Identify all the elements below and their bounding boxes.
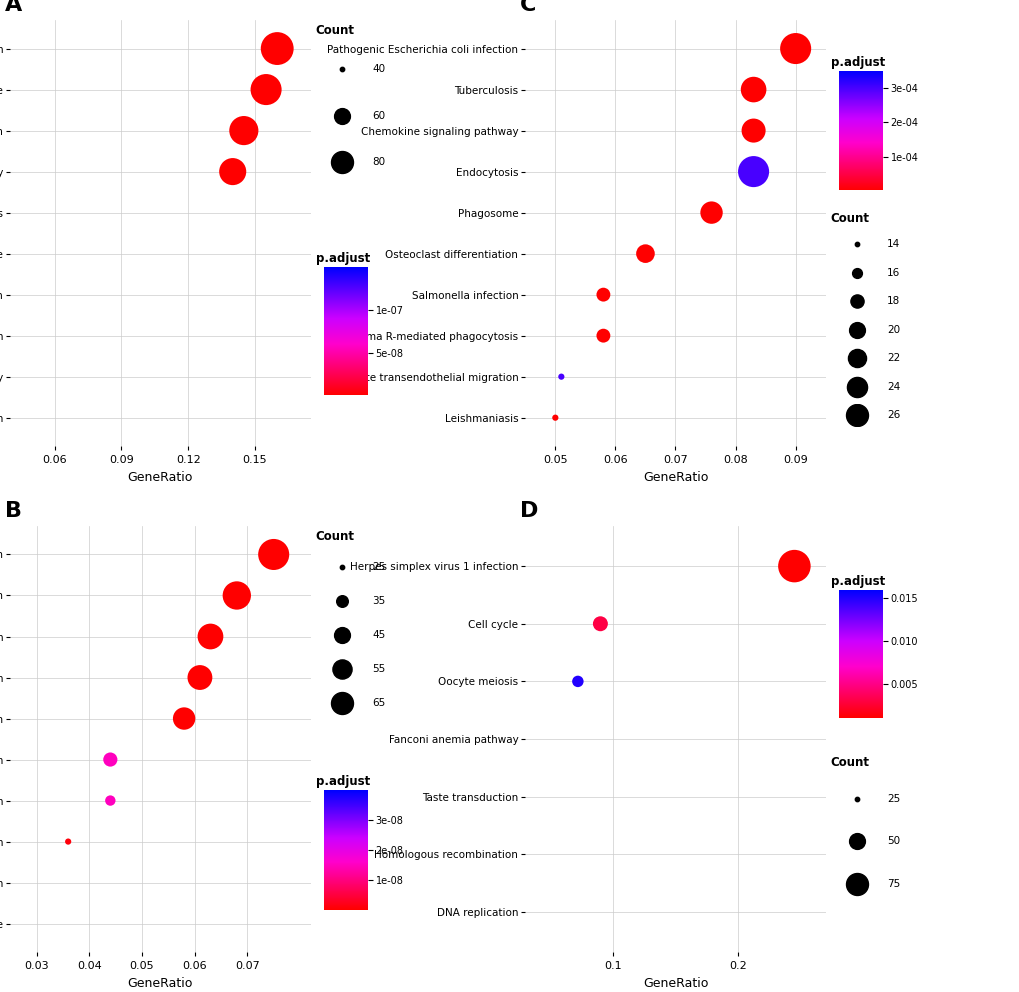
Point [848, 379, 864, 395]
Point [570, 674, 586, 689]
Text: 40: 40 [372, 64, 385, 74]
X-axis label: GeneRatio: GeneRatio [127, 471, 193, 484]
Text: Count: Count [830, 211, 869, 224]
Text: D: D [520, 501, 538, 521]
Text: 25: 25 [887, 794, 900, 804]
Text: 22: 22 [887, 353, 900, 363]
Text: 18: 18 [887, 297, 900, 307]
Text: 25: 25 [372, 561, 385, 571]
Point [102, 752, 118, 768]
Point [333, 695, 350, 711]
Text: Count: Count [316, 530, 355, 543]
Point [786, 558, 802, 574]
Point [745, 81, 761, 97]
Point [745, 123, 761, 139]
Point [560, 731, 577, 747]
Text: p.adjust: p.adjust [830, 574, 884, 587]
Point [333, 62, 350, 77]
Text: C: C [520, 0, 536, 15]
Text: 75: 75 [887, 879, 900, 889]
Point [848, 294, 864, 310]
Text: 26: 26 [887, 410, 900, 421]
Point [53, 246, 69, 262]
Text: 14: 14 [887, 239, 900, 250]
Text: 55: 55 [372, 664, 385, 675]
Text: 35: 35 [372, 596, 385, 606]
Text: Count: Count [316, 24, 355, 37]
Point [592, 616, 608, 632]
Point [703, 204, 719, 220]
Text: 45: 45 [372, 630, 385, 640]
Point [36, 327, 52, 343]
Point [848, 265, 864, 281]
Point [333, 593, 350, 609]
Text: p.adjust: p.adjust [316, 775, 370, 789]
Point [58, 204, 74, 220]
X-axis label: GeneRatio: GeneRatio [642, 471, 707, 484]
X-axis label: GeneRatio: GeneRatio [642, 977, 707, 990]
Point [787, 41, 803, 57]
Point [333, 661, 350, 677]
Point [258, 81, 274, 97]
Point [848, 236, 864, 252]
Point [595, 327, 611, 343]
Point [228, 587, 245, 603]
Text: p.adjust: p.adjust [316, 252, 370, 265]
Text: A: A [5, 0, 22, 15]
Text: p.adjust: p.adjust [830, 56, 884, 69]
Point [542, 904, 558, 920]
Text: Count: Count [830, 756, 869, 769]
Point [224, 164, 240, 180]
Point [333, 154, 350, 170]
Point [333, 558, 350, 574]
Text: 60: 60 [372, 111, 385, 121]
Point [548, 846, 565, 862]
Point [745, 164, 761, 180]
Point [102, 793, 118, 808]
Point [848, 407, 864, 423]
Point [848, 350, 864, 366]
Point [333, 627, 350, 643]
Text: B: B [5, 501, 22, 521]
Text: 24: 24 [887, 382, 900, 392]
Point [848, 321, 864, 337]
Point [235, 123, 252, 139]
Point [548, 789, 565, 805]
Point [202, 629, 218, 645]
Text: 16: 16 [887, 268, 900, 278]
Text: 80: 80 [372, 157, 385, 167]
Text: 20: 20 [887, 324, 900, 335]
Point [60, 833, 76, 849]
Point [637, 246, 653, 262]
Point [265, 547, 281, 562]
Point [29, 916, 45, 931]
X-axis label: GeneRatio: GeneRatio [127, 977, 193, 990]
Point [24, 410, 41, 426]
Point [175, 710, 192, 726]
Point [29, 875, 45, 891]
Point [31, 287, 47, 303]
Point [546, 410, 562, 426]
Text: 65: 65 [372, 698, 385, 708]
Point [848, 833, 864, 849]
Text: 50: 50 [887, 836, 900, 846]
Point [848, 791, 864, 806]
Point [333, 108, 350, 124]
Point [595, 287, 611, 303]
Point [192, 670, 208, 685]
Point [269, 41, 285, 57]
Point [848, 876, 864, 892]
Point [552, 369, 569, 385]
Point [29, 369, 45, 385]
